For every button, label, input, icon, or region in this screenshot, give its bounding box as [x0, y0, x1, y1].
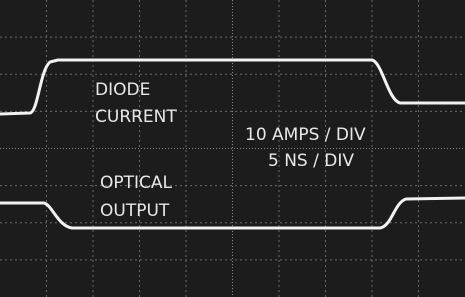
oscilloscope-screen: DIODE CURRENT 10 AMPS / DIV 5 NS / DIV O… — [0, 0, 465, 297]
trace-label: CURRENT — [95, 107, 177, 127]
page: DIODE CURRENT 10 AMPS / DIV 5 NS / DIV O… — [0, 0, 465, 297]
horizontal-scale: 5 NS / DIV — [268, 151, 354, 171]
trace-label: OPTICAL — [100, 173, 173, 193]
trace-label: OUTPUT — [100, 201, 170, 221]
vertical-scale: 10 AMPS / DIV — [245, 125, 366, 145]
trace-label: DIODE — [95, 80, 150, 100]
